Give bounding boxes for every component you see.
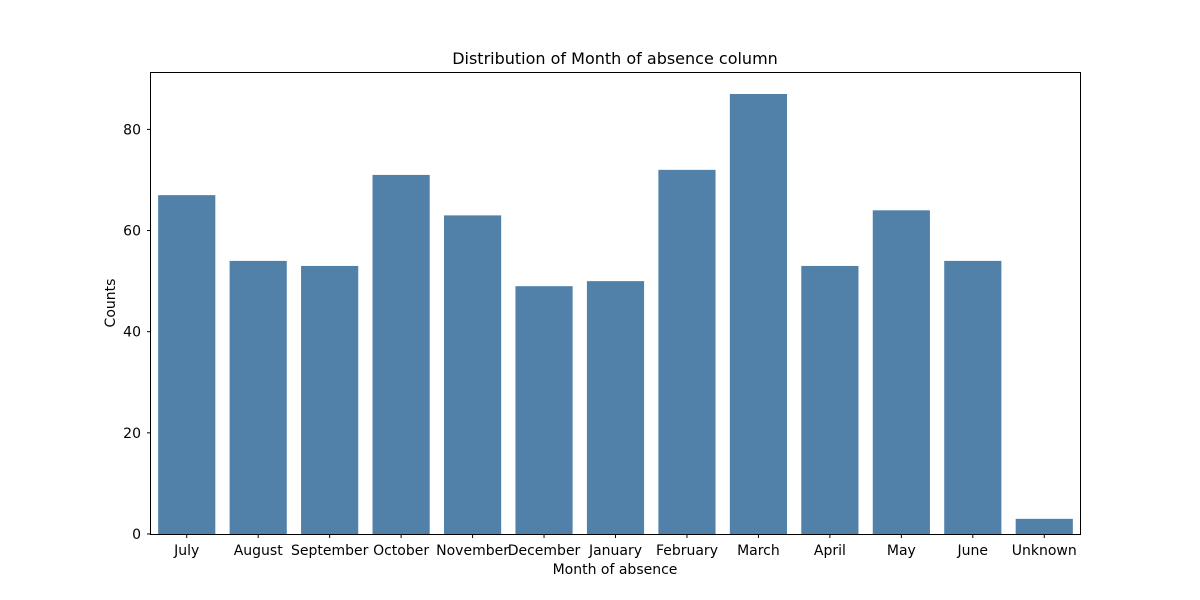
bar-august: [229, 260, 287, 534]
bar-unknown: [1015, 518, 1073, 534]
y-tick-label: 80: [123, 122, 141, 138]
bars-group: [158, 94, 1073, 535]
x-tick-label: January: [588, 543, 642, 559]
x-tick-label: April: [814, 543, 846, 559]
bar-may: [872, 210, 930, 534]
bar-march: [729, 94, 788, 534]
x-tick-label: August: [234, 543, 284, 559]
y-axis-label: Counts: [103, 279, 119, 328]
chart-title: Distribution of Month of absence column: [452, 49, 778, 68]
bar-december: [515, 286, 573, 534]
x-tick-label: June: [957, 543, 989, 559]
y-tick-label: 60: [123, 224, 141, 240]
y-axis-ticks: 0 20 40 60 80: [123, 122, 151, 543]
bar-september: [301, 265, 359, 534]
bar-january: [586, 281, 645, 534]
x-axis-ticks: July August September October NovemberDecemb…: [173, 534, 1077, 559]
x-tick-label: November: [436, 543, 509, 559]
x-axis-label: Month of absence: [553, 562, 678, 578]
bar-february: [658, 169, 716, 535]
x-tick-label: October: [373, 543, 429, 559]
x-tick-label: Unknown: [1012, 543, 1077, 559]
x-tick-label: July: [173, 543, 199, 559]
y-tick-label: 40: [123, 325, 141, 341]
x-tick-label: March: [737, 543, 780, 559]
bar-october: [372, 174, 430, 535]
x-tick-label: September: [291, 543, 369, 559]
bar-june: [944, 260, 1002, 534]
x-tick-label: February: [656, 543, 718, 559]
bar-april: [801, 265, 859, 534]
y-tick-label: 20: [123, 426, 141, 442]
bar-july: [158, 195, 216, 534]
y-tick-label: 0: [132, 527, 141, 543]
bar-november: [443, 215, 502, 534]
x-tick-label: May: [887, 543, 916, 559]
x-tick-label: December: [508, 543, 581, 559]
plot-frame: [150, 72, 1081, 535]
